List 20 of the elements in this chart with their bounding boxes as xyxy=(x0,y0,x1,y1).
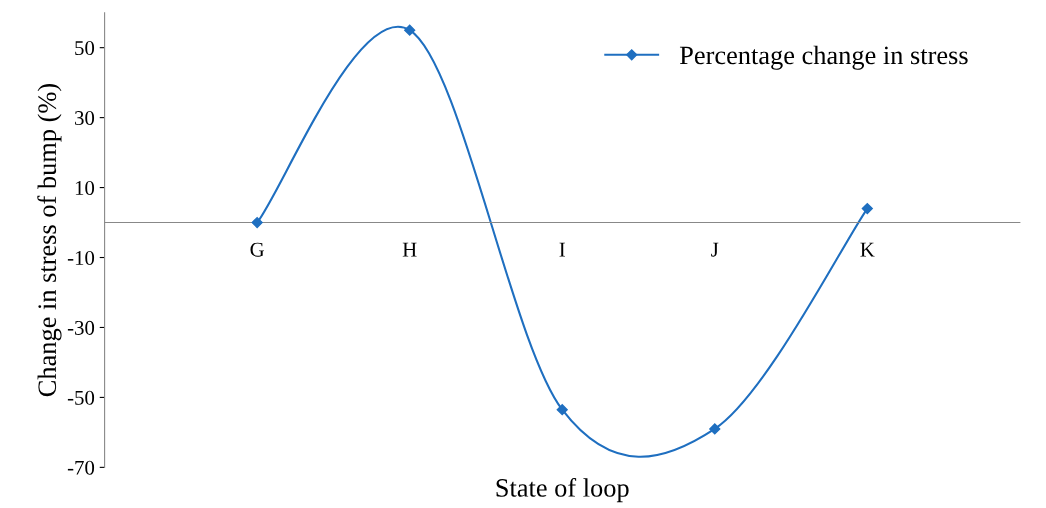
point xyxy=(861,202,873,215)
y-axis-title: Change in stress of bump (%) xyxy=(37,83,62,397)
point xyxy=(556,404,568,416)
x-tick-label: J xyxy=(711,242,719,257)
x-tick-label: H xyxy=(402,242,417,257)
point xyxy=(709,423,721,435)
x-tick-label: G xyxy=(250,242,265,257)
x-axis-title: State of loop xyxy=(496,477,629,503)
x-tick-label: K xyxy=(860,242,875,257)
legend-label: Percentage change in stress xyxy=(679,45,968,70)
y-tick-label: -10 xyxy=(67,250,95,265)
y-tick-label: -70 xyxy=(67,460,95,475)
y-tick-label: 50 xyxy=(75,41,95,56)
y-tick-label: 30 xyxy=(75,111,95,126)
y-tick-label: -50 xyxy=(67,390,95,405)
y-tick-label: -30 xyxy=(67,320,95,335)
y-tick-label: 10 xyxy=(75,180,95,195)
x-tick-label: I xyxy=(559,242,565,257)
point xyxy=(251,216,263,229)
point xyxy=(404,24,416,36)
